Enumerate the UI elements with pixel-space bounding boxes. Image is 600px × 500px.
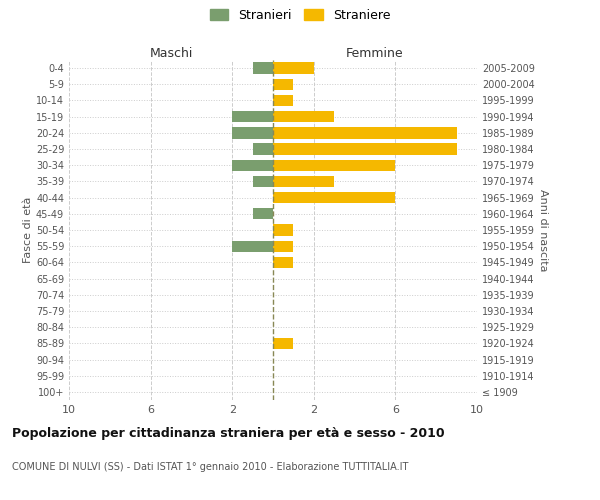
Bar — [273, 338, 293, 349]
Y-axis label: Anni di nascita: Anni di nascita — [538, 188, 548, 271]
Bar — [253, 208, 273, 220]
Bar — [273, 78, 293, 90]
Bar — [273, 111, 334, 122]
Text: COMUNE DI NULVI (SS) - Dati ISTAT 1° gennaio 2010 - Elaborazione TUTTITALIA.IT: COMUNE DI NULVI (SS) - Dati ISTAT 1° gen… — [12, 462, 409, 472]
Bar — [273, 240, 293, 252]
Bar — [273, 176, 334, 187]
Text: Femmine: Femmine — [346, 47, 404, 60]
Bar — [273, 95, 293, 106]
Bar — [232, 160, 273, 171]
Y-axis label: Fasce di età: Fasce di età — [23, 197, 33, 263]
Bar — [273, 160, 395, 171]
Bar — [253, 62, 273, 74]
Bar — [273, 256, 293, 268]
Bar — [273, 127, 457, 138]
Bar — [273, 62, 314, 74]
Bar — [273, 144, 457, 154]
Bar — [253, 144, 273, 154]
Text: Maschi: Maschi — [149, 47, 193, 60]
Bar — [253, 176, 273, 187]
Bar — [232, 240, 273, 252]
Bar — [232, 111, 273, 122]
Bar — [232, 127, 273, 138]
Bar — [273, 192, 395, 203]
Legend: Stranieri, Straniere: Stranieri, Straniere — [207, 6, 393, 24]
Bar — [273, 224, 293, 235]
Text: Popolazione per cittadinanza straniera per età e sesso - 2010: Popolazione per cittadinanza straniera p… — [12, 428, 445, 440]
